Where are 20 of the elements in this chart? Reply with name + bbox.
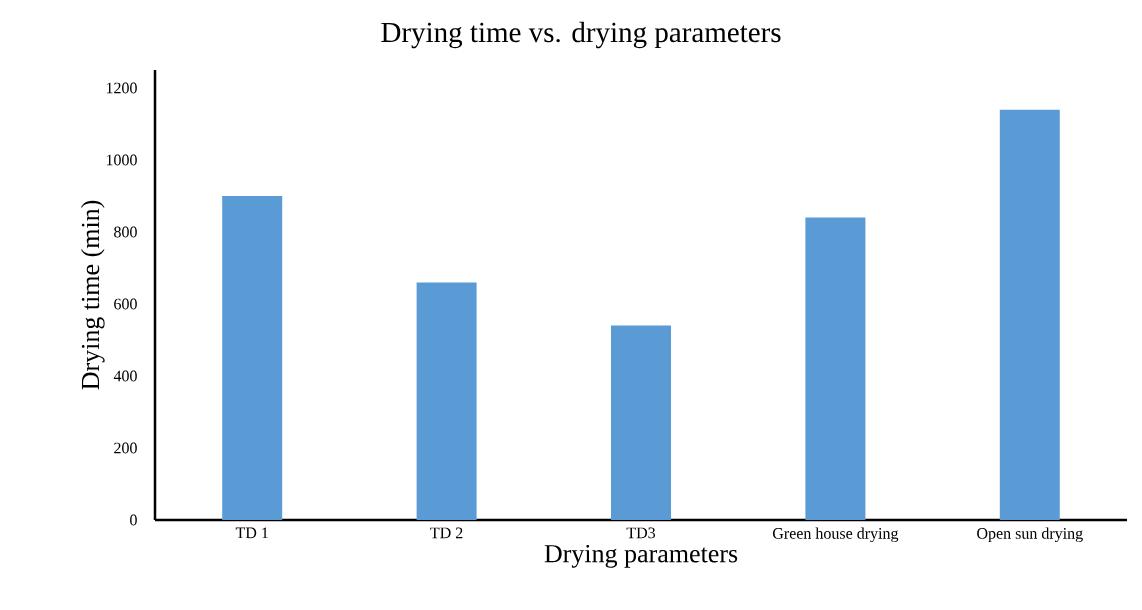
x-tick-label: Green house drying [772,527,899,543]
bar [222,195,283,520]
y-axis-title: Drying time (min) [80,200,105,390]
x-tick-label: TD 1 [235,527,268,539]
y-tick-label: 1200 [106,82,137,94]
x-axis-title: Drying parameters [544,544,738,568]
chart-title: Drying time vs. drying parameters [381,21,781,49]
bar [416,282,477,520]
x-tick-label: Open sun drying [977,527,1083,543]
bar [805,217,866,520]
y-tick-label: 200 [114,442,137,454]
x-tick-label: TD3 [626,527,656,539]
y-tick-label: 1000 [106,154,137,166]
y-tick-label: 600 [114,298,137,310]
bar [611,325,671,520]
bar [999,109,1060,520]
x-tick-label: TD 2 [430,527,463,539]
y-tick-label: 400 [113,370,137,382]
y-tick-label: 0 [130,514,137,526]
y-tick-label: 800 [114,226,137,238]
